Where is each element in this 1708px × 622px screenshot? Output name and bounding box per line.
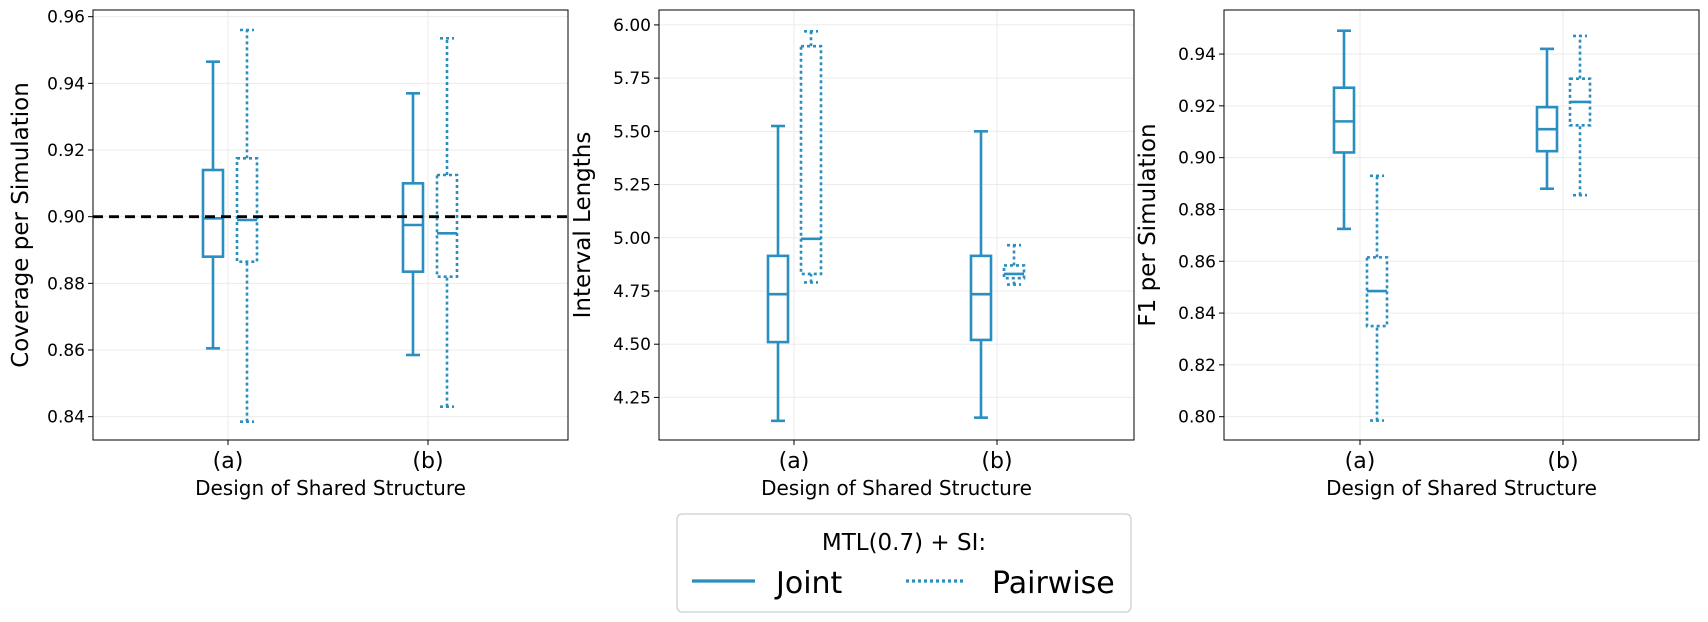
box-joint-b: [969, 130, 993, 419]
x-tick-label: (b): [412, 449, 443, 474]
y-tick-label: 0.82: [1178, 356, 1216, 376]
y-tick-label: 0.80: [1178, 408, 1216, 428]
y-tick-label: 0.90: [47, 208, 85, 228]
legend-title: MTL(0.7) + SI:: [822, 530, 986, 556]
x-tick-label: (a): [1345, 449, 1376, 474]
box-joint-b: [401, 92, 425, 357]
y-tick-label: 4.50: [613, 335, 651, 355]
chart-panel-1: 0.84 0.86 0.88 0.90 0.92 0.94 0.96 (a) (b)Design…: [8, 8, 569, 500]
plot-frame: [658, 9, 1135, 441]
iqr-box: [766, 254, 790, 344]
y-tick-label: 0.94: [1178, 45, 1216, 65]
box-pairwise-b: [1002, 243, 1026, 286]
legend-label-pairwise: Pairwise: [992, 566, 1115, 601]
legend-frame: [676, 513, 1132, 613]
y-tick-label: 4.75: [613, 282, 651, 302]
iqr-box: [201, 168, 225, 258]
box-pairwise-a: [799, 29, 823, 284]
y-tick-label: 4.25: [613, 388, 651, 408]
y-tick-label: 0.94: [47, 74, 85, 94]
chart-panel-3: 0.80 0.82 0.84 0.86 0.88 0.90 0.92 0.94 (a) (b)De…: [1135, 9, 1700, 500]
y-tick-label: 5.75: [613, 69, 651, 89]
x-tick-label: (a): [779, 449, 810, 474]
x-axis-label: Design of Shared Structure: [195, 476, 466, 500]
y-tick-label: 0.96: [47, 8, 85, 28]
y-axis-label: Coverage per Simulation: [8, 82, 34, 368]
plot-frame: [1223, 9, 1700, 441]
x-tick-label: (b): [1547, 449, 1578, 474]
chart-panel-2: 4.25 4.50 4.75 5.00 5.25 5.50 5.75 6.00 (a) (b)De…: [570, 9, 1135, 500]
box-pairwise-b: [435, 37, 459, 408]
iqr-box: [235, 157, 259, 263]
y-tick-label: 0.84: [47, 408, 85, 428]
box-joint-a: [1332, 29, 1356, 231]
box-pairwise-a: [235, 28, 259, 423]
y-tick-label: 5.00: [613, 229, 651, 249]
iqr-box: [401, 182, 425, 273]
box-joint-a: [201, 60, 225, 350]
y-tick-label: 0.92: [1178, 97, 1216, 117]
y-axis-label: Interval Lengths: [570, 132, 596, 319]
y-tick-label: 5.25: [613, 176, 651, 196]
legend-label-joint: Joint: [774, 566, 843, 601]
iqr-box: [1002, 264, 1026, 280]
chart-panels: 0.840.860.880.900.920.940.96(a) (b)Design…: [8, 8, 1700, 500]
box-joint-b: [1535, 47, 1559, 191]
iqr-box: [969, 254, 993, 342]
iqr-box: [799, 44, 823, 276]
y-tick-label: 0.86: [1178, 252, 1216, 272]
x-tick-label: (a): [213, 449, 244, 474]
y-tick-label: 0.88: [47, 274, 85, 294]
x-tick-label: (b): [981, 449, 1012, 474]
y-axis-label: F1 per Simulation: [1135, 123, 1161, 326]
y-tick-label: 5.50: [613, 122, 651, 142]
y-tick-label: 0.86: [47, 341, 85, 361]
box-pairwise-b: [1568, 34, 1592, 197]
box-joint-a: [766, 124, 790, 423]
y-tick-label: 0.88: [1178, 200, 1216, 220]
y-tick-label: 0.84: [1178, 304, 1216, 324]
y-tick-label: 0.90: [1178, 149, 1216, 169]
legend: MTL(0.7) + SI: Joint Pairwise: [676, 513, 1132, 613]
x-axis-label: Design of Shared Structure: [761, 476, 1032, 500]
plot-frame: [92, 9, 569, 441]
y-tick-label: 6.00: [613, 16, 651, 36]
iqr-box: [435, 173, 459, 278]
x-axis-label: Design of Shared Structure: [1326, 476, 1597, 500]
y-tick-label: 0.92: [47, 141, 85, 161]
box-pairwise-a: [1365, 174, 1389, 422]
